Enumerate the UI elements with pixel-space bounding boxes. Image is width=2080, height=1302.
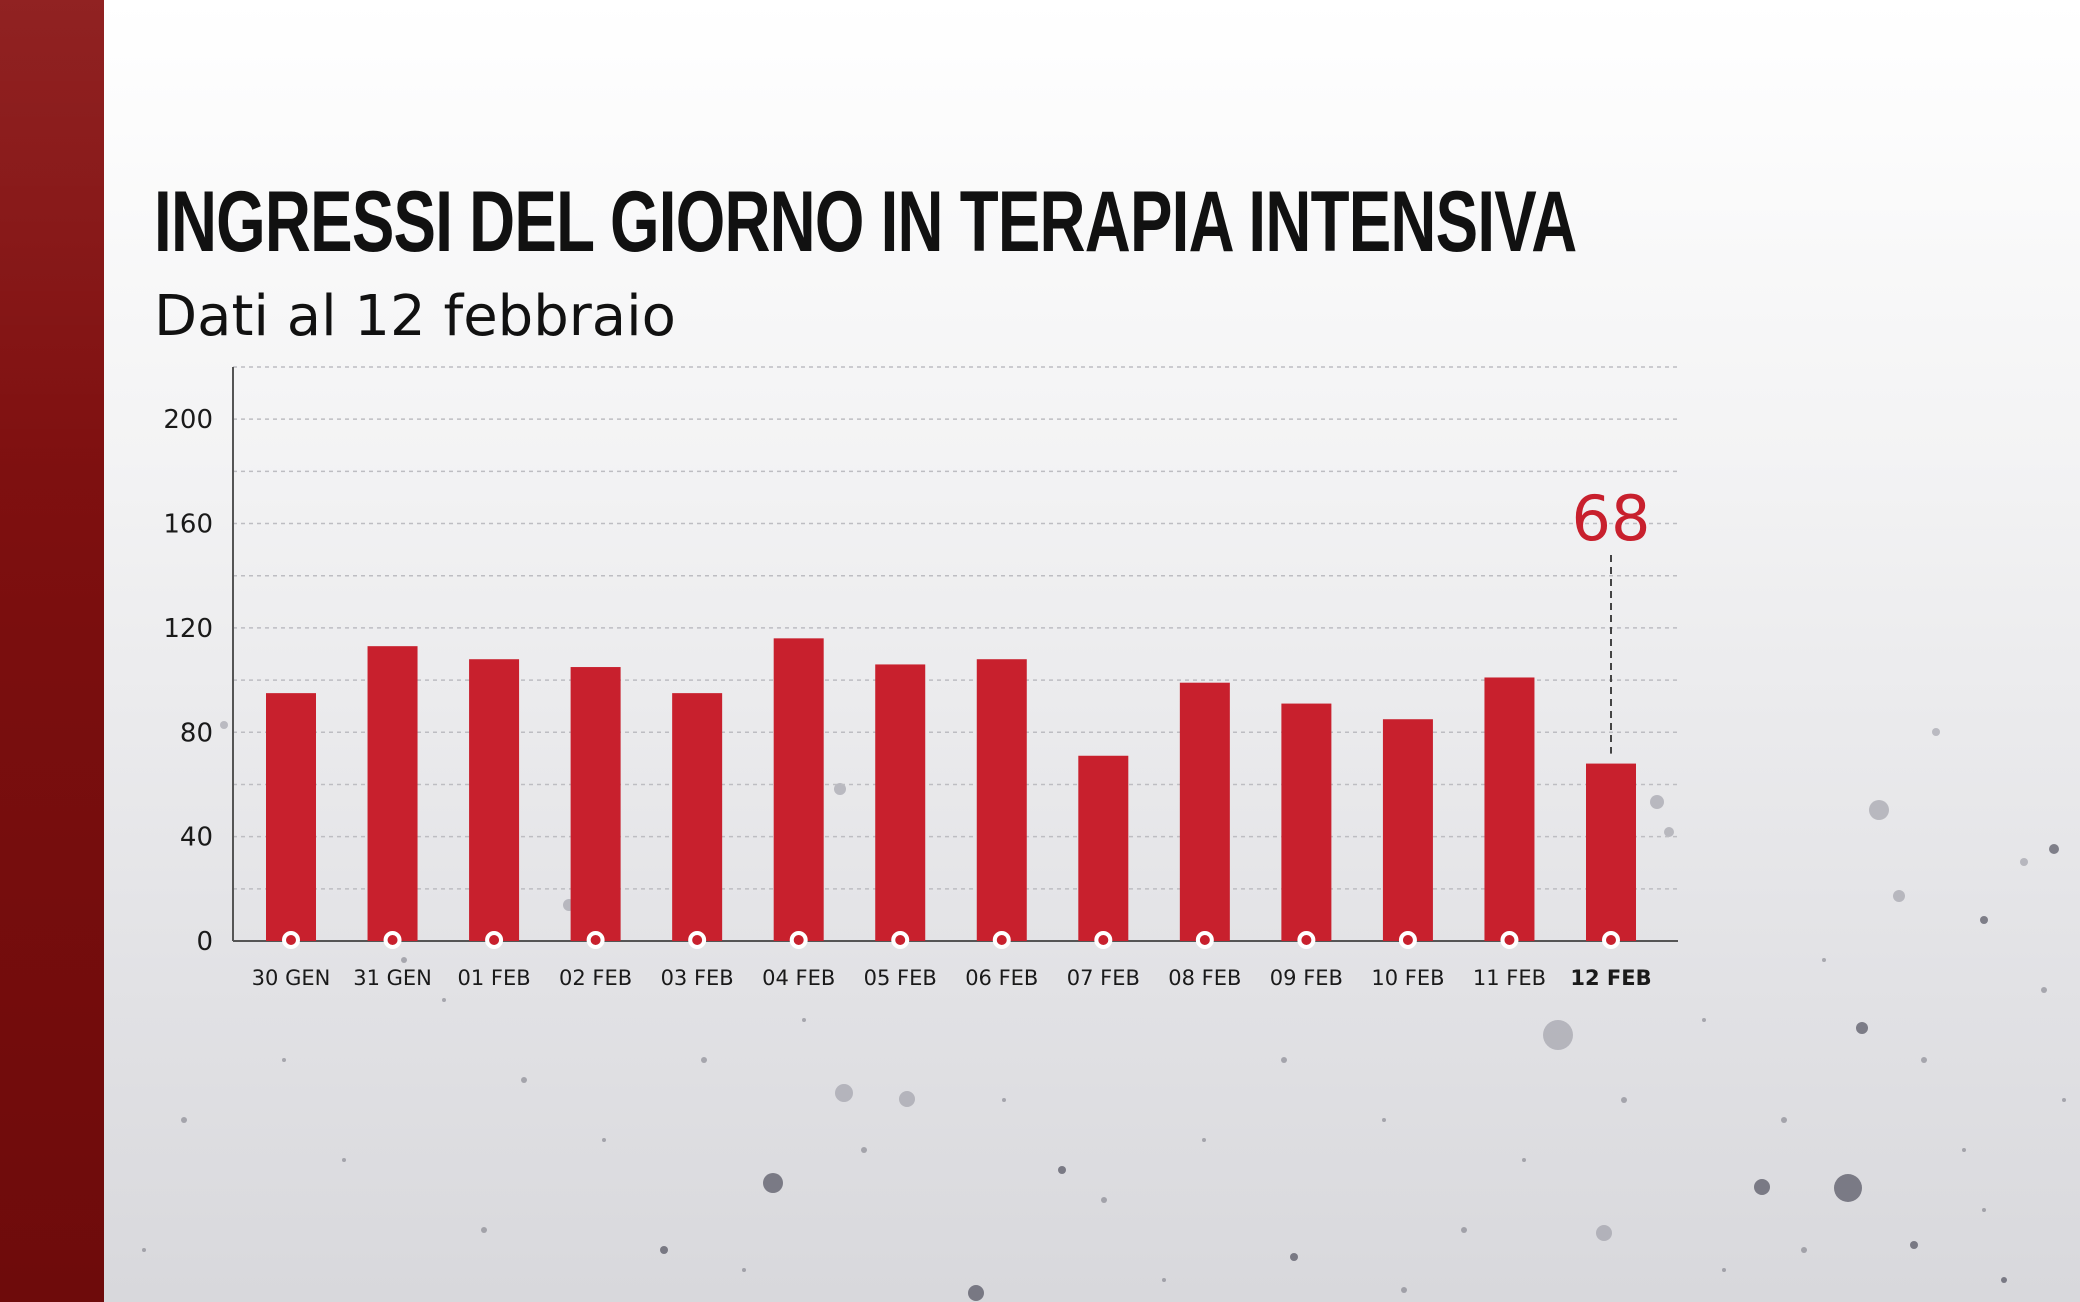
bar	[266, 693, 316, 941]
grid-lines	[233, 366, 1678, 890]
side-accent-bar	[0, 0, 104, 1302]
bar	[1179, 682, 1230, 941]
x-tick-label: 31 GEN	[353, 966, 432, 990]
bar	[672, 693, 723, 941]
x-tick-label: 05 FEB	[864, 966, 937, 990]
x-tick-label: 09 FEB	[1270, 966, 1343, 990]
y-tick-label: 200	[163, 405, 213, 435]
bar	[1586, 763, 1636, 941]
bar-base-marker	[1297, 931, 1316, 949]
bar-base-marker	[485, 931, 504, 949]
bar	[976, 659, 1027, 941]
bar	[367, 646, 418, 941]
bar	[1382, 719, 1433, 941]
bar	[1078, 755, 1129, 941]
x-tick-label: 04 FEB	[762, 966, 835, 990]
x-tick-label: 12 FEB	[1570, 966, 1651, 990]
bar-base-marker	[1500, 931, 1519, 949]
axes	[232, 367, 1678, 942]
bar-base-marker	[586, 931, 605, 949]
bar-base-marker	[282, 931, 300, 949]
chart-title: INGRESSI DEL GIORNO IN TERAPIA INTENSIVA	[154, 174, 1577, 270]
bar-base-marker	[1398, 931, 1417, 949]
bar-base-marker	[383, 931, 402, 949]
bar	[1484, 677, 1535, 941]
y-tick-label: 40	[180, 823, 213, 853]
bar	[1281, 703, 1332, 941]
y-tick-label: 0	[196, 927, 213, 957]
x-tick-label: 03 FEB	[661, 966, 734, 990]
y-tick-label: 80	[180, 718, 213, 748]
labels: 0 40 80 120 160 200 30 GEN 31 GEN 01 FEB 02 FEB 03…	[163, 405, 1651, 990]
bar-base-marker	[789, 931, 808, 949]
bars	[266, 638, 1636, 949]
bar	[875, 664, 926, 941]
bar	[469, 659, 520, 941]
y-tick-label: 160	[163, 510, 213, 540]
x-tick-label: 07 FEB	[1067, 966, 1140, 990]
bar	[570, 667, 621, 941]
bar-base-marker	[992, 931, 1011, 949]
chart-subtitle: Dati al 12 febbraio	[154, 284, 676, 349]
x-tick-label: 01 FEB	[457, 966, 530, 990]
bar-base-marker	[1195, 931, 1214, 949]
bar-base-marker	[1094, 931, 1113, 949]
bar-base-marker	[891, 931, 910, 949]
x-tick-label: 30 GEN	[252, 966, 331, 990]
x-tick-label: 02 FEB	[559, 966, 632, 990]
bar	[773, 638, 824, 941]
background-speckles	[142, 721, 2066, 1301]
y-tick-label: 120	[163, 614, 213, 644]
x-tick-label: 10 FEB	[1371, 966, 1444, 990]
bar-base-marker	[1602, 931, 1620, 949]
x-tick-label: 06 FEB	[965, 966, 1038, 990]
x-tick-label: 11 FEB	[1473, 966, 1546, 990]
x-tick-label: 08 FEB	[1168, 966, 1241, 990]
bar-base-marker	[688, 931, 707, 949]
highlight-value-label: 68	[1572, 482, 1651, 555]
